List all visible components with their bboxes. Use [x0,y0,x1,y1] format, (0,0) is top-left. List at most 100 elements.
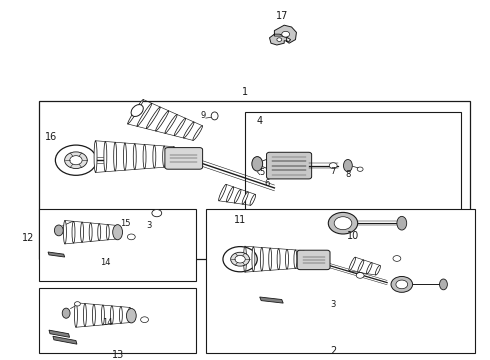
Ellipse shape [54,225,63,236]
Text: 12: 12 [22,233,35,243]
Ellipse shape [250,194,256,205]
Circle shape [223,247,257,272]
Circle shape [356,273,364,278]
Text: 6: 6 [265,179,270,188]
Ellipse shape [137,103,152,126]
Text: 1: 1 [242,87,248,97]
Text: 14: 14 [102,318,113,327]
Ellipse shape [126,309,136,323]
Ellipse shape [244,246,246,272]
Ellipse shape [115,225,118,239]
Ellipse shape [252,157,263,171]
Circle shape [334,217,352,230]
Ellipse shape [277,249,280,270]
Ellipse shape [83,303,86,327]
Ellipse shape [286,249,289,269]
Bar [39,288,196,353]
Ellipse shape [123,143,126,170]
Ellipse shape [128,307,131,323]
Text: 2: 2 [330,346,336,356]
Polygon shape [48,252,65,257]
Text: 16: 16 [45,132,58,142]
Circle shape [127,234,135,240]
Ellipse shape [62,308,70,318]
Polygon shape [53,336,77,344]
Ellipse shape [349,257,356,271]
Ellipse shape [163,146,166,167]
FancyBboxPatch shape [165,148,203,169]
Bar [206,209,475,353]
Ellipse shape [120,307,122,323]
Ellipse shape [94,141,97,172]
Polygon shape [49,330,70,337]
Text: 17: 17 [275,11,288,21]
Bar [39,209,196,281]
Ellipse shape [101,305,104,325]
Ellipse shape [153,145,156,168]
Text: 8: 8 [345,170,350,179]
Ellipse shape [133,144,136,170]
Ellipse shape [114,142,117,171]
Ellipse shape [143,144,146,169]
Circle shape [65,152,87,168]
Ellipse shape [184,122,194,138]
Circle shape [329,163,337,168]
Circle shape [152,210,162,217]
Ellipse shape [156,111,169,131]
Ellipse shape [242,192,248,204]
Ellipse shape [226,187,234,202]
Ellipse shape [104,141,107,172]
Circle shape [357,167,363,171]
Polygon shape [270,25,296,45]
Text: 14: 14 [100,258,111,267]
Ellipse shape [375,265,380,275]
Ellipse shape [367,263,372,274]
Circle shape [55,145,97,175]
Circle shape [74,302,80,306]
Ellipse shape [234,189,241,203]
Ellipse shape [74,303,77,327]
Ellipse shape [72,221,75,243]
Ellipse shape [174,118,186,136]
Text: 5: 5 [260,168,265,177]
Ellipse shape [252,247,255,271]
Circle shape [328,212,358,234]
Ellipse shape [260,247,263,271]
Text: 11: 11 [234,215,246,225]
Ellipse shape [219,184,226,201]
Bar [245,112,461,248]
Text: 3: 3 [147,220,152,230]
Circle shape [393,256,401,261]
Ellipse shape [106,225,109,240]
Ellipse shape [269,248,271,270]
Ellipse shape [110,306,113,324]
Circle shape [235,255,245,263]
Circle shape [396,280,408,289]
Ellipse shape [64,220,67,244]
Ellipse shape [131,104,143,117]
Text: 15: 15 [120,219,130,228]
Circle shape [277,38,282,41]
Text: 13: 13 [111,350,123,360]
Circle shape [391,276,413,292]
Bar [39,101,470,259]
FancyBboxPatch shape [297,250,330,270]
Ellipse shape [93,304,96,326]
Ellipse shape [358,260,364,272]
Ellipse shape [172,147,175,166]
Ellipse shape [211,112,218,120]
Ellipse shape [89,223,92,242]
Ellipse shape [147,107,160,129]
FancyBboxPatch shape [267,152,312,179]
Ellipse shape [294,250,297,269]
Ellipse shape [193,126,202,140]
Text: 4: 4 [257,116,263,126]
Ellipse shape [302,251,305,268]
Text: 10: 10 [346,231,359,241]
Text: 7: 7 [331,166,336,175]
Ellipse shape [127,99,144,124]
Text: 3: 3 [331,300,336,309]
Text: 9: 9 [201,111,206,120]
Ellipse shape [397,216,407,230]
Ellipse shape [440,279,447,290]
